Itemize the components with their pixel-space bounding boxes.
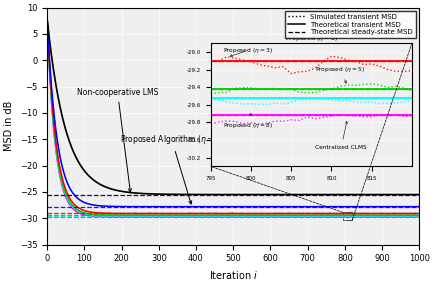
Text: Non-cooperative LMS: Non-cooperative LMS xyxy=(77,87,158,192)
Y-axis label: MSD in dB: MSD in dB xyxy=(4,101,14,151)
Text: Proposed Algorithm ($\eta=1$): Proposed Algorithm ($\eta=1$) xyxy=(120,133,224,204)
Bar xyxy=(343,212,352,220)
Legend: Simulated transient MSD, Theoretical transient MSD, Theoretical steady-state MSD: Simulated transient MSD, Theoretical tra… xyxy=(285,11,416,38)
X-axis label: Iteration $i$: Iteration $i$ xyxy=(209,269,258,281)
